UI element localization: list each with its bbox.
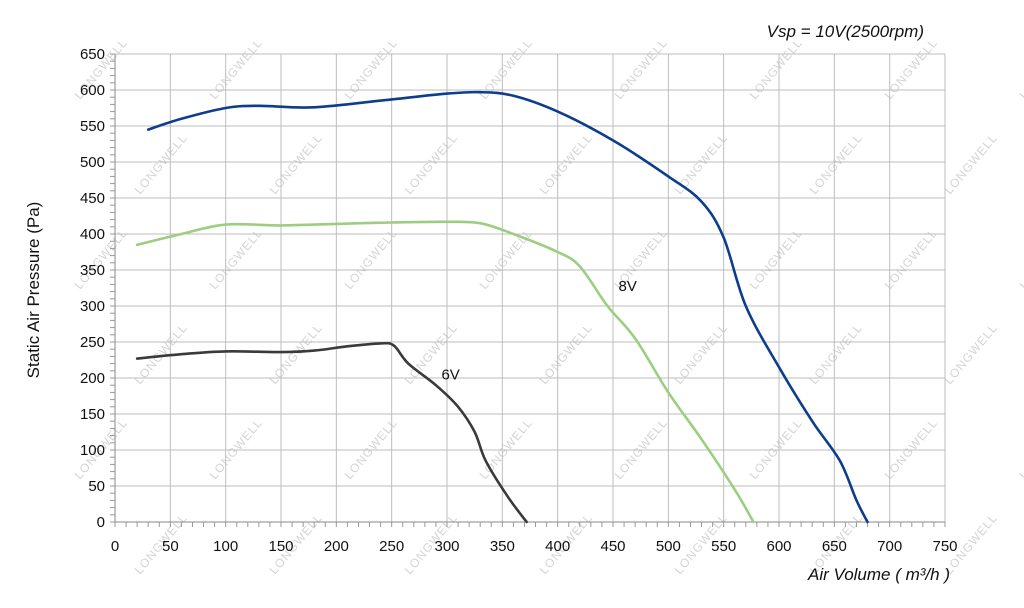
series-line-1 xyxy=(146,90,869,524)
watermark-text: LONGWELL xyxy=(402,131,461,197)
y-tick-label: 300 xyxy=(80,298,105,315)
x-tick-label: 300 xyxy=(434,538,459,555)
series-line-8v xyxy=(135,220,755,524)
watermark-text: LONGWELL xyxy=(132,131,191,197)
x-tick-label: 500 xyxy=(656,538,681,555)
watermark-text: LONGWELL xyxy=(807,131,866,197)
watermark-text: LONGWELL xyxy=(747,416,806,482)
x-tick-label: 100 xyxy=(213,538,238,555)
watermark-text: LONGWELL xyxy=(207,226,266,292)
watermark-text: LONGWELL xyxy=(267,321,326,387)
watermark-text: LONGWELL xyxy=(612,36,671,102)
watermark-text: LONGWELL xyxy=(537,131,596,197)
watermark-text: LONGWELL xyxy=(882,226,941,292)
y-tick-label: 150 xyxy=(80,406,105,423)
x-tick-label: 350 xyxy=(490,538,515,555)
y-tick-labels: 0 50 100 150 200 250 300 350 400 450 500 550 600 650 xyxy=(80,46,105,531)
watermark-text: LONGWELL xyxy=(132,511,191,577)
y-tick-label: 500 xyxy=(80,154,105,171)
curve-labels: 8V 6V xyxy=(441,278,636,384)
x-tick-label: 750 xyxy=(932,538,957,555)
x-tick-label: 600 xyxy=(766,538,791,555)
watermark-text: LONGWELL xyxy=(942,321,1001,387)
watermark-text: LONGWELL xyxy=(747,36,806,102)
x-tick-label: 400 xyxy=(545,538,570,555)
x-tick-label: 450 xyxy=(600,538,625,555)
curve-label-8v: 8V xyxy=(619,278,637,295)
watermark-text: LONGWELL xyxy=(477,226,536,292)
watermark-text: LONGWELL xyxy=(807,321,866,387)
x-tick-label: 550 xyxy=(711,538,736,555)
y-axis-title: Static Air Pressure (Pa) xyxy=(24,202,43,379)
y-tick-label: 0 xyxy=(97,514,105,531)
watermark-text: LONGWELL xyxy=(477,416,536,482)
subtitle: Vsp = 10V(2500rpm) xyxy=(767,22,924,41)
y-tick-label: 50 xyxy=(88,478,105,495)
x-tick-labels: 0 50 100 150 200 250 300 350 400 450 500 550 600 650 7… xyxy=(111,538,958,555)
watermark-text: LONGWELL xyxy=(882,416,941,482)
watermark-text: LONGWELL xyxy=(1017,226,1024,292)
grid xyxy=(114,53,946,523)
y-tick-label: 350 xyxy=(80,262,105,279)
x-tick-label: 50 xyxy=(162,538,179,555)
y-tick-label: 250 xyxy=(80,334,105,351)
y-tick-label: 200 xyxy=(80,370,105,387)
watermark-text: LONGWELL xyxy=(672,131,731,197)
x-tick-label: 150 xyxy=(268,538,293,555)
y-tick-label: 100 xyxy=(80,442,105,459)
y-tick-label: 400 xyxy=(80,226,105,243)
watermark-text: LONGWELL xyxy=(1017,416,1024,482)
watermark-text: LONGWELL xyxy=(537,321,596,387)
series-layer xyxy=(135,90,869,524)
minor-ticks xyxy=(110,53,946,527)
watermark-text: LONGWELL xyxy=(672,321,731,387)
series-line-6v xyxy=(135,341,528,524)
x-axis-title: Air Volume ( m³/h ) xyxy=(807,565,950,584)
y-tick-label: 600 xyxy=(80,82,105,99)
watermark-text: LONGWELL xyxy=(942,131,1001,197)
watermark-text: LONGWELL xyxy=(882,36,941,102)
x-tick-label: 0 xyxy=(111,538,119,555)
x-tick-label: 650 xyxy=(822,538,847,555)
watermark-text: LONGWELL xyxy=(612,416,671,482)
watermark-text: LONGWELL xyxy=(207,416,266,482)
watermark-text: LONGWELL xyxy=(747,226,806,292)
watermark-text: LONGWELL xyxy=(1017,36,1024,102)
x-tick-label: 250 xyxy=(379,538,404,555)
watermark-text: LONGWELL xyxy=(207,36,266,102)
y-tick-label: 550 xyxy=(80,118,105,135)
y-tick-label: 450 xyxy=(80,190,105,207)
x-tick-label: 700 xyxy=(877,538,902,555)
y-tick-label: 650 xyxy=(80,46,105,63)
curve-label-6v: 6V xyxy=(441,366,459,383)
x-tick-label: 200 xyxy=(324,538,349,555)
watermark-text: LONGWELL xyxy=(267,131,326,197)
